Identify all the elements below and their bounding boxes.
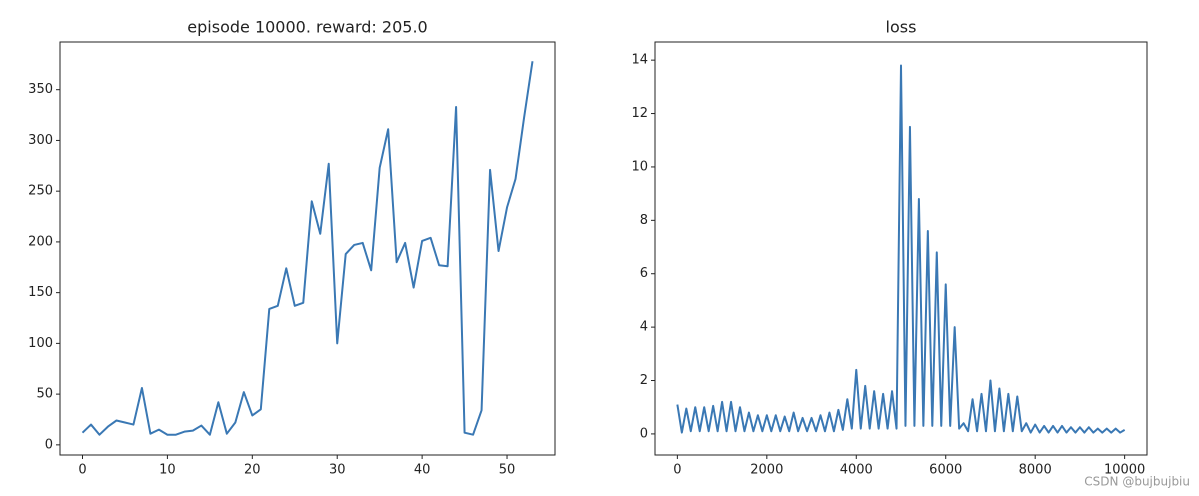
x-tick-label: 40 (414, 463, 431, 478)
y-tick-label: 2 (640, 373, 648, 388)
x-tick-label: 10000 (1104, 463, 1145, 478)
x-tick-label: 0 (673, 463, 681, 478)
chart-title: episode 10000. reward: 205.0 (187, 18, 427, 37)
y-tick-label: 8 (640, 213, 648, 228)
watermark: CSDN @bujbujbiu (1084, 475, 1190, 489)
data-line (81, 61, 534, 436)
plot-frame (59, 41, 556, 456)
x-tick-label: 10 (159, 463, 176, 478)
x-tick-label: 20 (244, 463, 261, 478)
y-tick-label: 200 (28, 234, 53, 249)
x-tick-label: 30 (329, 463, 346, 478)
x-tick-label: 8000 (1019, 463, 1052, 478)
y-tick-label: 100 (28, 336, 53, 351)
x-tick-label: 50 (499, 463, 516, 478)
chart-title: loss (886, 18, 917, 37)
y-tick-label: 250 (28, 184, 53, 199)
x-tick-label: 4000 (840, 463, 873, 478)
data-line (676, 64, 1126, 434)
y-tick-label: 6 (640, 266, 648, 281)
y-tick-label: 4 (640, 320, 648, 335)
x-tick-label: 0 (78, 463, 86, 478)
y-tick-label: 0 (45, 437, 53, 452)
y-tick-label: 12 (631, 106, 648, 121)
y-tick-label: 50 (36, 387, 53, 402)
y-tick-label: 150 (28, 285, 53, 300)
y-tick-label: 350 (28, 82, 53, 97)
y-tick-label: 10 (631, 159, 648, 174)
y-tick-label: 14 (631, 53, 648, 68)
y-tick-label: 0 (640, 426, 648, 441)
y-tick-label: 300 (28, 133, 53, 148)
x-tick-label: 6000 (929, 463, 962, 478)
x-tick-label: 2000 (750, 463, 783, 478)
plot-frame (654, 41, 1148, 456)
